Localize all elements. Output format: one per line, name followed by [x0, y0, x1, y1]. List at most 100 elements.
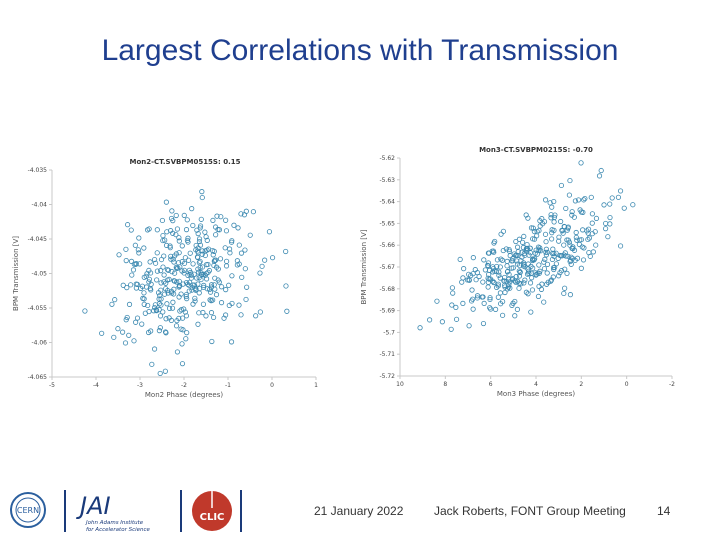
mon3-data-point: [562, 266, 568, 272]
mon2-data-point: [181, 270, 187, 276]
mon3-data-point: [586, 235, 593, 241]
mon3-data-point: [580, 227, 586, 233]
mon2-data-point: [208, 298, 214, 304]
mon2-data-point: [184, 330, 190, 336]
mon2-data-point: [169, 305, 176, 311]
mon3-data-point: [530, 236, 536, 242]
mon2-data-point: [151, 304, 158, 311]
mon3-data-point: [494, 284, 500, 290]
mon3-data-point: [531, 228, 537, 235]
mon2-data-point: [176, 260, 182, 266]
mon2-data-point: [209, 338, 215, 345]
mon2-data-point: [199, 194, 205, 201]
mon3-data-point: [556, 234, 562, 240]
mon3-data-point: [560, 230, 566, 236]
mon3-data-point: [543, 246, 549, 252]
mon2-data-point: [190, 222, 196, 229]
mon2-data-point: [133, 281, 139, 287]
mon2-data-point: [168, 228, 174, 234]
mon3-data-point: [535, 244, 542, 250]
mon2-data-point: [198, 216, 204, 222]
mon3-data-point: [568, 254, 574, 260]
mon3-data-point: [497, 264, 503, 270]
mon2-data-point: [195, 321, 201, 327]
mon3-data-point: [509, 302, 515, 308]
mon3-data-point: [507, 279, 513, 285]
mon3-data-point: [450, 290, 456, 296]
mon3-data-point: [570, 244, 576, 250]
mon2-data-point: [159, 217, 166, 224]
mon3-data-point: [513, 252, 519, 258]
footer-page-number: 14: [657, 504, 671, 518]
mon3-data-point: [528, 309, 534, 315]
mon2-data-point: [183, 293, 189, 300]
mon3-data-point: [479, 294, 485, 300]
mon3-y-tick-label: -5.65: [379, 220, 395, 227]
mon3-data-point: [460, 275, 466, 281]
mon2-y-tick-label: -4.055: [28, 305, 48, 312]
mon3-data-point: [434, 298, 440, 304]
mon3-data-point: [524, 271, 531, 277]
mon2-data-point: [154, 250, 160, 256]
mon3-x-tick-label: 8: [443, 381, 447, 388]
mon3-data-point: [562, 250, 568, 256]
mon3-data-point: [578, 160, 584, 166]
mon2-data-point: [203, 234, 209, 240]
mon2-data-point: [227, 250, 233, 256]
mon3-data-point: [536, 247, 542, 253]
mon3-data-point: [480, 320, 487, 327]
mon3-data-point: [551, 214, 557, 221]
mon2-data-point: [145, 302, 151, 309]
mon3-data-point: [487, 305, 493, 311]
mon3-data-point: [510, 265, 516, 271]
mon2-data-point: [176, 283, 183, 289]
mon3-data-point: [417, 325, 423, 331]
mon3-data-point: [533, 272, 539, 278]
mon2-data-point: [196, 310, 202, 316]
mon2-data-point: [167, 243, 173, 249]
mon2-data-point: [128, 282, 134, 288]
mon2-y-tick-label: -4.06: [31, 340, 47, 347]
mon2-data-point: [204, 237, 210, 243]
mon2-data-point: [201, 271, 207, 277]
mon2-data-point: [212, 275, 218, 281]
mon2-data-point: [179, 341, 185, 347]
mon2-data-point: [170, 218, 176, 224]
mon3-x-tick-label: 6: [489, 381, 493, 388]
mon2-data-point: [173, 212, 179, 219]
mon2-data-point: [165, 290, 171, 296]
mon2-chart-title: Mon2-CT.SVBPM0515S: 0.15: [130, 158, 241, 166]
mon3-data-point: [485, 284, 491, 290]
mon3-data-point: [497, 275, 503, 281]
mon2-data-point: [179, 361, 186, 367]
mon3-data-point: [525, 291, 531, 297]
mon3-data-point: [504, 263, 510, 269]
mon2-data-point: [210, 314, 217, 321]
mon3-data-point: [481, 300, 487, 306]
mon2-data-point: [190, 301, 196, 307]
mon3-data-point: [487, 295, 493, 301]
mon3-data-point: [567, 292, 574, 298]
mon3-data-point: [547, 200, 553, 206]
mon3-data-point: [459, 279, 465, 285]
mon2-data-point: [284, 308, 290, 314]
mon2-data-point: [169, 208, 175, 214]
mon2-data-point: [238, 211, 244, 217]
mon2-data-point: [163, 199, 169, 205]
mon2-data-point: [221, 315, 227, 321]
mon2-data-point: [212, 286, 218, 292]
mon3-data-point: [530, 225, 536, 231]
mon3-data-point: [516, 236, 523, 242]
mon3-data-point: [607, 214, 613, 221]
cern-logo: CERN: [6, 490, 56, 530]
mon2-data-point: [269, 255, 276, 261]
mon3-x-tick-label: 10: [396, 381, 404, 388]
mon2-data-point: [179, 259, 185, 265]
mon2-data-point: [238, 250, 245, 256]
mon2-data-point: [224, 258, 230, 264]
mon3-data-point: [474, 293, 481, 299]
mon2-data-point: [212, 257, 218, 263]
mon2-data-point: [119, 329, 126, 335]
mon3-data-point: [598, 167, 604, 174]
mon3-data-point: [427, 317, 433, 323]
